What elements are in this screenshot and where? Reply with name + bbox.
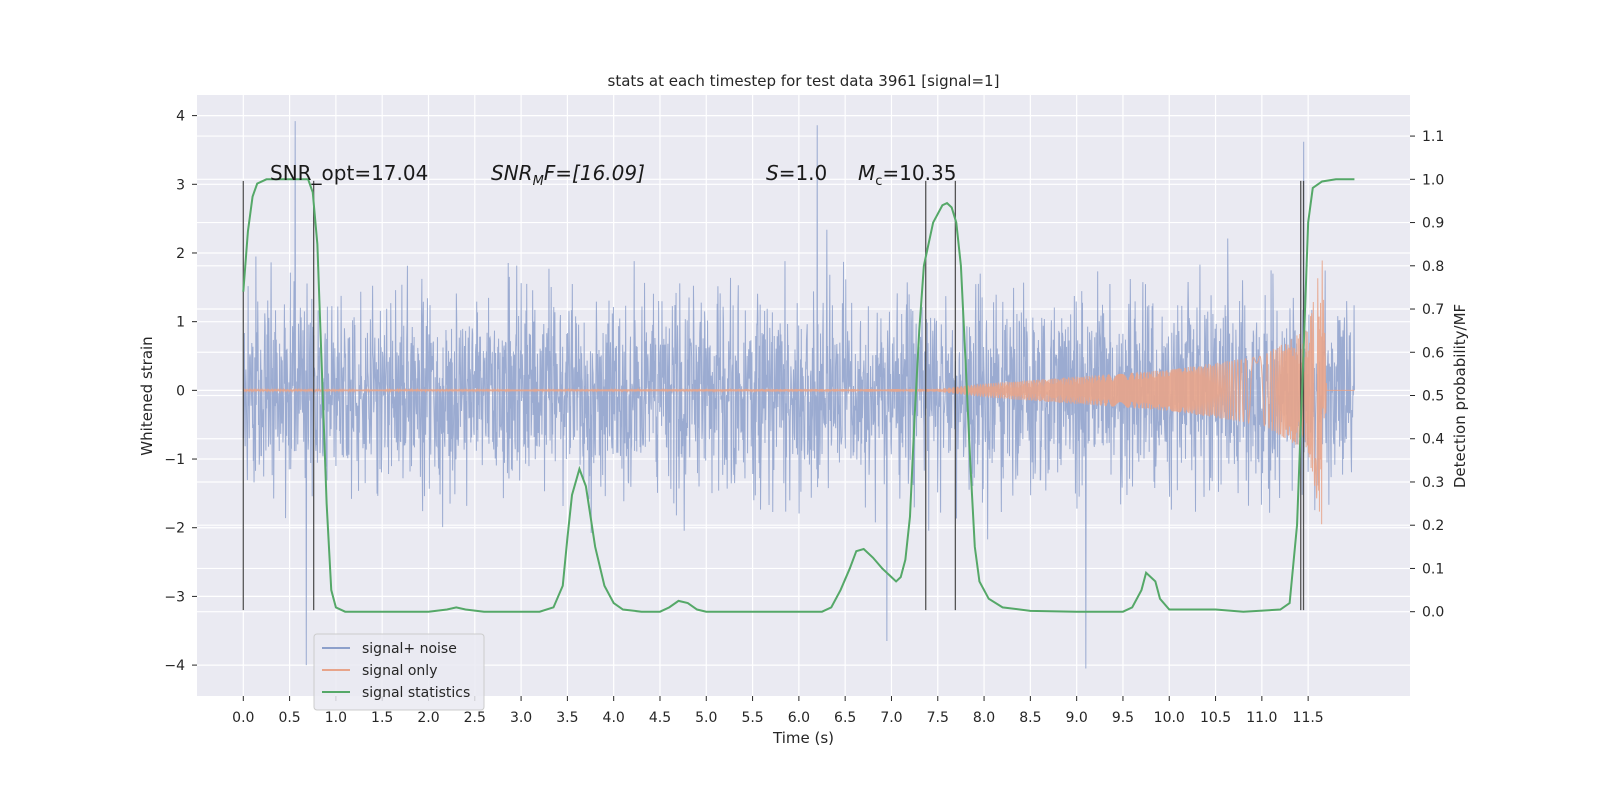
y-tick-label: −2 xyxy=(164,521,185,537)
y-axis-label: Whitened strain xyxy=(138,336,156,455)
annotation-snr-mf: SNRMF=[16.09] xyxy=(491,161,645,189)
plot-area xyxy=(197,95,1410,696)
x-axis-label: Time (s) xyxy=(772,729,834,747)
annotation-s-rest: =1.0 xyxy=(779,161,828,185)
annotations: SNR_opt=17.04 SNRMF=[16.09] S=1.0 Mc=10.… xyxy=(270,161,956,189)
y2-tick-label: 0.4 xyxy=(1422,432,1444,448)
y2-tick-label: 1.0 xyxy=(1422,172,1444,188)
annotation-mc: Mc=10.35 xyxy=(858,161,956,189)
x-tick-label: 4.0 xyxy=(603,710,625,726)
chart-title: stats at each timestep for test data 396… xyxy=(608,72,1000,90)
y-tick-label: 4 xyxy=(176,109,185,125)
x-tick-label: 8.5 xyxy=(1019,710,1041,726)
y-tick-label: 0 xyxy=(176,383,185,399)
y2-tick-label: 0.3 xyxy=(1422,475,1444,491)
annotation-snr-mf-rest: F=[16.09] xyxy=(544,161,645,185)
signal-noise-line xyxy=(242,121,1355,669)
x-tick-label: 10.5 xyxy=(1200,710,1231,726)
legend-label-signal-statistics: signal statistics xyxy=(362,685,470,701)
x-tick-label: 3.5 xyxy=(556,710,578,726)
x-tick-label: 11.5 xyxy=(1293,710,1324,726)
x-tick-label: 11.0 xyxy=(1246,710,1277,726)
y-tick-label: 1 xyxy=(176,315,185,331)
y2-tick-label: 0.9 xyxy=(1422,216,1444,232)
y2-tick-label: 0.7 xyxy=(1422,302,1444,318)
y-tick-label: −4 xyxy=(164,658,185,674)
y-tick-label: −1 xyxy=(164,452,185,468)
x-tick-label: 7.0 xyxy=(880,710,902,726)
y2-tick-label: 0.6 xyxy=(1422,345,1444,361)
y2-tick-labels: 1.1 1.0 0.9 0.8 0.7 0.6 0.5 0.4 0.3 0.2 0.1 0.0 xyxy=(1410,129,1444,621)
annotation-snr-opt: SNR_opt=17.04 xyxy=(270,161,428,185)
annotation-snr-mf-sub: M xyxy=(533,174,544,189)
x-tick-label: 6.5 xyxy=(834,710,856,726)
x-tick-label: 0.5 xyxy=(278,710,300,726)
signal-only-line xyxy=(242,260,1355,525)
y-tick-label: −3 xyxy=(164,589,185,605)
x-tick-label: 5.0 xyxy=(695,710,717,726)
x-tick-label: 7.5 xyxy=(927,710,949,726)
y-tick-label: 2 xyxy=(176,246,185,262)
signal-statistics-series xyxy=(242,178,1355,613)
x-tick-label: 9.5 xyxy=(1112,710,1134,726)
annotation-s: S=1.0 xyxy=(766,161,827,185)
y2-tick-label: 0.1 xyxy=(1422,561,1444,577)
signal-statistics-line xyxy=(242,178,1355,613)
y-tick-label: 3 xyxy=(176,177,185,193)
annotation-s-var: S xyxy=(766,161,779,185)
y2-tick-label: 0.5 xyxy=(1422,389,1444,405)
y2-axis-label: Detection probability/MF xyxy=(1451,304,1469,488)
x-tick-label: 10.0 xyxy=(1154,710,1185,726)
annotation-snr-mf-base: SNR xyxy=(491,161,533,185)
x-tick-label: 2.5 xyxy=(464,710,486,726)
x-tick-label: 1.5 xyxy=(371,710,393,726)
legend: signal+ noise signal only signal statist… xyxy=(313,633,485,711)
x-tick-label: 6.0 xyxy=(788,710,810,726)
vertical-markers xyxy=(242,180,1305,611)
legend-box xyxy=(313,633,485,711)
x-tick-label: 2.0 xyxy=(417,710,439,726)
legend-label-signal-only: signal only xyxy=(362,663,437,679)
x-tick-label: 3.0 xyxy=(510,710,532,726)
legend-label-signal-noise: signal+ noise xyxy=(362,641,457,657)
y2-tick-label: 0.2 xyxy=(1422,518,1444,534)
x-tick-label: 5.5 xyxy=(741,710,763,726)
y2-tick-label: 1.1 xyxy=(1422,129,1444,145)
x-tick-label: 4.5 xyxy=(649,710,671,726)
x-tick-label: 8.0 xyxy=(973,710,995,726)
annotation-mc-rest: =10.35 xyxy=(882,161,956,185)
y-tick-labels: 4 3 2 1 0 −1 −2 −3 −4 xyxy=(164,109,197,674)
annotation-mc-var: M xyxy=(858,161,875,185)
y2-tick-label: 0.8 xyxy=(1422,259,1444,275)
x-tick-label: 9.0 xyxy=(1066,710,1088,726)
x-tick-labels: 0.0 0.5 1.0 1.5 2.0 2.5 3.0 3.5 4.0 4.5 5.0 5.5 6.0 6… xyxy=(232,696,1324,726)
x-tick-label: 0.0 xyxy=(232,710,254,726)
signal-only-series xyxy=(242,260,1355,525)
y2-tick-label: 0.0 xyxy=(1422,605,1444,621)
annotation-mc-sub: c xyxy=(875,174,882,189)
signal-noise-series xyxy=(242,121,1355,669)
x-tick-label: 1.0 xyxy=(325,710,347,726)
